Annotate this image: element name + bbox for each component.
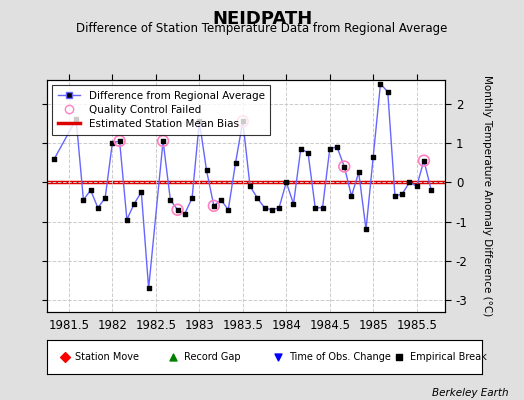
Y-axis label: Monthly Temperature Anomaly Difference (°C): Monthly Temperature Anomaly Difference (… — [482, 75, 492, 317]
Text: Difference of Station Temperature Data from Regional Average: Difference of Station Temperature Data f… — [77, 22, 447, 35]
Point — [347, 193, 356, 199]
Point — [94, 204, 102, 211]
Point — [202, 167, 211, 174]
Point — [274, 354, 282, 360]
Text: NEIDPATH: NEIDPATH — [212, 10, 312, 28]
Point — [188, 195, 196, 201]
Point — [123, 216, 131, 223]
Point — [238, 118, 247, 124]
Point — [101, 195, 110, 201]
Text: Time of Obs. Change: Time of Obs. Change — [289, 352, 390, 362]
Point — [166, 197, 174, 203]
Point — [173, 206, 182, 213]
Point — [311, 204, 320, 211]
Point — [108, 140, 116, 146]
Text: Station Move: Station Move — [75, 352, 139, 362]
Point — [210, 203, 218, 209]
Point — [340, 163, 348, 170]
Text: 1984: 1984 — [271, 319, 301, 332]
Point — [384, 88, 392, 95]
Point — [60, 354, 69, 360]
Text: Berkeley Earth: Berkeley Earth — [432, 388, 508, 398]
Text: 1983: 1983 — [184, 319, 214, 332]
Text: 1984.5: 1984.5 — [309, 319, 350, 332]
Point — [181, 210, 189, 217]
Point — [282, 179, 290, 186]
Text: 1982.5: 1982.5 — [135, 319, 177, 332]
Point — [217, 197, 225, 203]
Point — [238, 118, 247, 124]
Point — [50, 156, 59, 162]
Legend: Difference from Regional Average, Quality Control Failed, Estimated Station Mean: Difference from Regional Average, Qualit… — [52, 85, 270, 135]
Point — [253, 195, 261, 201]
Point — [289, 201, 298, 207]
Point — [159, 138, 167, 144]
Point — [195, 118, 203, 124]
Point — [405, 179, 413, 186]
Point — [260, 204, 269, 211]
Point — [246, 183, 254, 189]
Point — [275, 204, 283, 211]
Point — [79, 197, 88, 203]
Point — [304, 150, 312, 156]
Point — [232, 159, 240, 166]
Point — [398, 191, 407, 197]
Point — [427, 187, 435, 193]
Point — [395, 354, 403, 360]
Point — [325, 146, 334, 152]
Point — [319, 204, 327, 211]
Point — [376, 81, 385, 87]
Point — [115, 138, 124, 144]
Text: Empirical Break: Empirical Break — [410, 352, 487, 362]
Point — [86, 187, 95, 193]
Point — [297, 146, 305, 152]
Text: 1985: 1985 — [358, 319, 388, 332]
Point — [137, 189, 146, 195]
Point — [173, 206, 182, 213]
Point — [355, 169, 363, 176]
Point — [130, 201, 138, 207]
Text: 1983.5: 1983.5 — [222, 319, 263, 332]
Text: 1985.5: 1985.5 — [396, 319, 437, 332]
Text: 1982: 1982 — [97, 319, 127, 332]
Point — [340, 163, 348, 170]
Point — [412, 183, 421, 189]
Point — [169, 354, 178, 360]
Point — [362, 226, 370, 233]
Point — [224, 206, 233, 213]
Point — [333, 144, 341, 150]
Point — [420, 158, 428, 164]
Point — [268, 206, 276, 213]
Point — [420, 158, 428, 164]
Text: 1981.5: 1981.5 — [48, 319, 90, 332]
Point — [210, 203, 218, 209]
Point — [72, 116, 80, 122]
Text: Record Gap: Record Gap — [184, 352, 241, 362]
Point — [369, 154, 377, 160]
Point — [159, 138, 167, 144]
Point — [391, 193, 399, 199]
Point — [145, 285, 153, 292]
Point — [115, 138, 124, 144]
